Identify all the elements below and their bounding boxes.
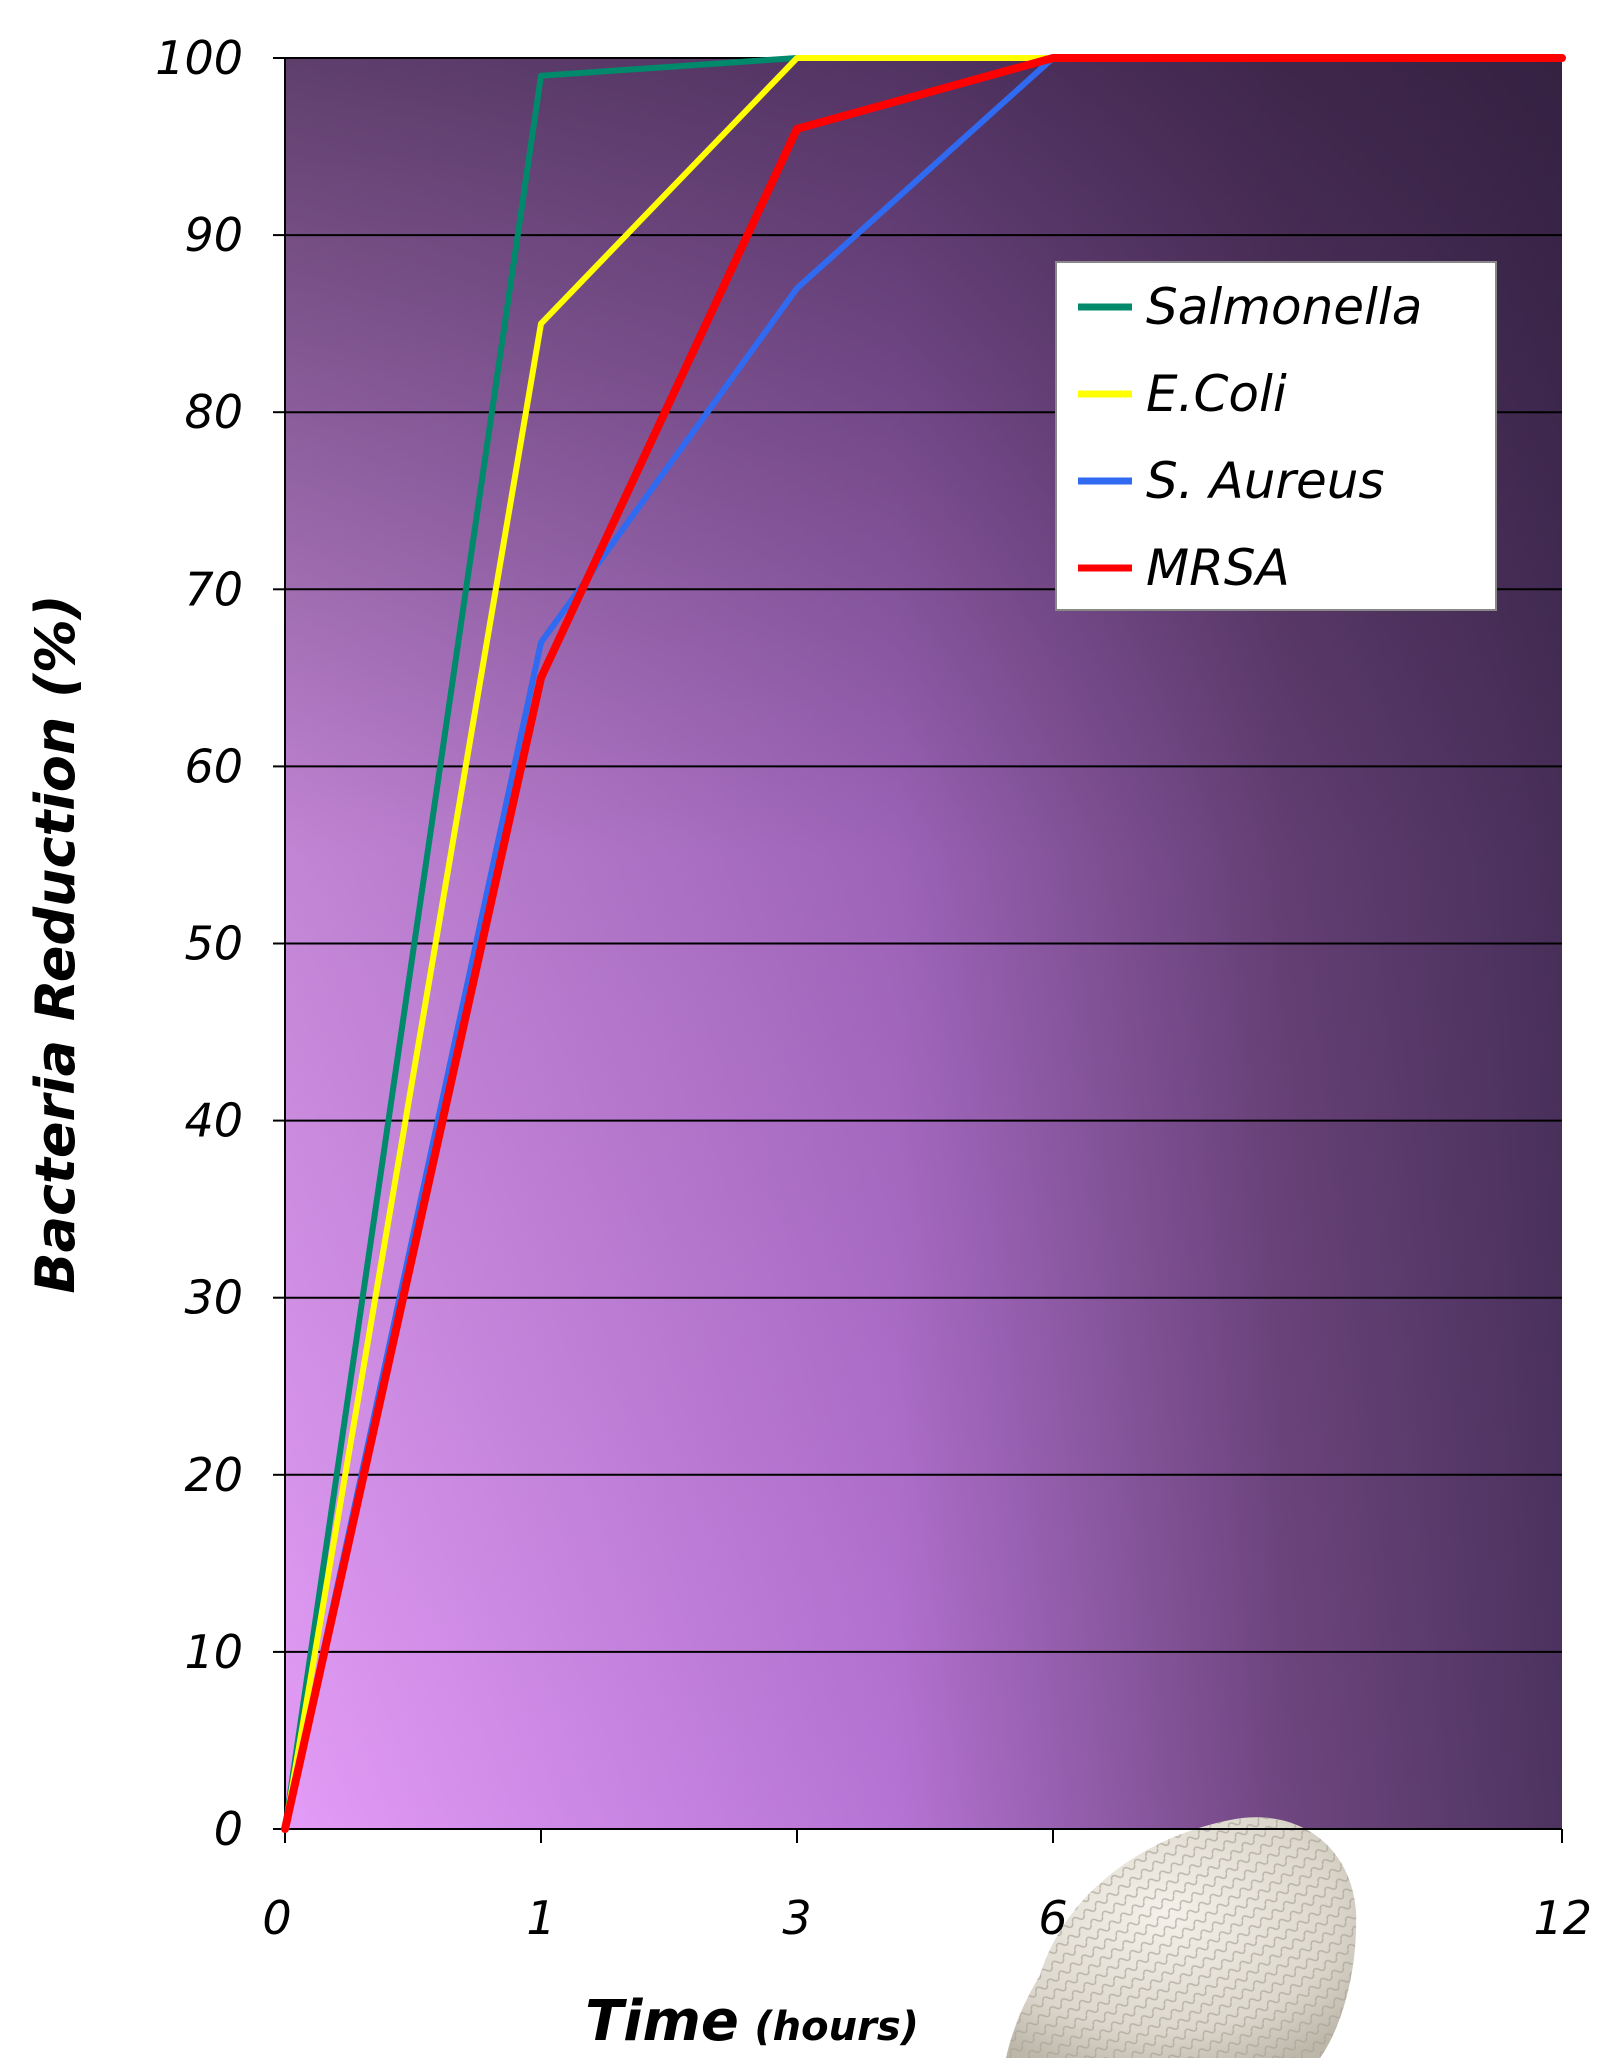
- y-tick-label-60: 60: [184, 739, 243, 793]
- series-lines: [281, 54, 1566, 1833]
- x-axis-title-main: Time: [585, 1989, 739, 2054]
- y-axis-tick-labels: 0 10 20 30 40 50 60 70 80 90 100: [155, 31, 243, 1856]
- y-tick-label-100: 100: [155, 31, 243, 85]
- y-tick-label-50: 50: [184, 917, 243, 971]
- y-tick-label-40: 40: [184, 1094, 243, 1148]
- y-tick-label-30: 30: [184, 1271, 243, 1325]
- x-tick-label-12: 12: [1533, 1891, 1592, 1945]
- y-tick-label-20: 20: [184, 1448, 243, 1502]
- y-tick-label-0: 0: [214, 1802, 243, 1856]
- x-tick-label-1: 1: [526, 1891, 555, 1945]
- axes: [273, 57, 1563, 1843]
- y-tick-label-10: 10: [184, 1625, 243, 1679]
- y-tick-label-70: 70: [184, 562, 243, 616]
- y-tick-label-90: 90: [184, 208, 243, 262]
- legend-label-s-aureus: S. Aureus: [1146, 452, 1384, 510]
- x-tick-label-3: 3: [782, 1891, 811, 1945]
- series-line-mrsa: [281, 54, 1566, 1833]
- y-axis-title: Bacteria Reduction (%): [24, 594, 87, 1293]
- legend: Salmonella E.Coli S. Aureus MRSA: [1055, 261, 1497, 611]
- legend-label-e-coli: E.Coli: [1146, 365, 1287, 423]
- legend-items: Salmonella E.Coli S. Aureus MRSA: [1078, 278, 1422, 597]
- knitted-glove-photo: [1006, 1817, 1357, 2058]
- x-tick-label-0: 0: [262, 1891, 291, 1945]
- legend-box: [1055, 261, 1497, 611]
- x-axis-tick-labels: 0 1 3 6 12: [262, 1891, 1592, 1945]
- y-tick-label-80: 80: [184, 385, 243, 439]
- legend-label-mrsa: MRSA: [1146, 539, 1290, 597]
- x-tick-label-6: 6: [1038, 1891, 1067, 1945]
- legend-label-salmonella: Salmonella: [1146, 278, 1422, 336]
- x-axis-title: Time (hours): [585, 1989, 919, 2054]
- x-axis-title-unit: (hours): [754, 2004, 919, 2050]
